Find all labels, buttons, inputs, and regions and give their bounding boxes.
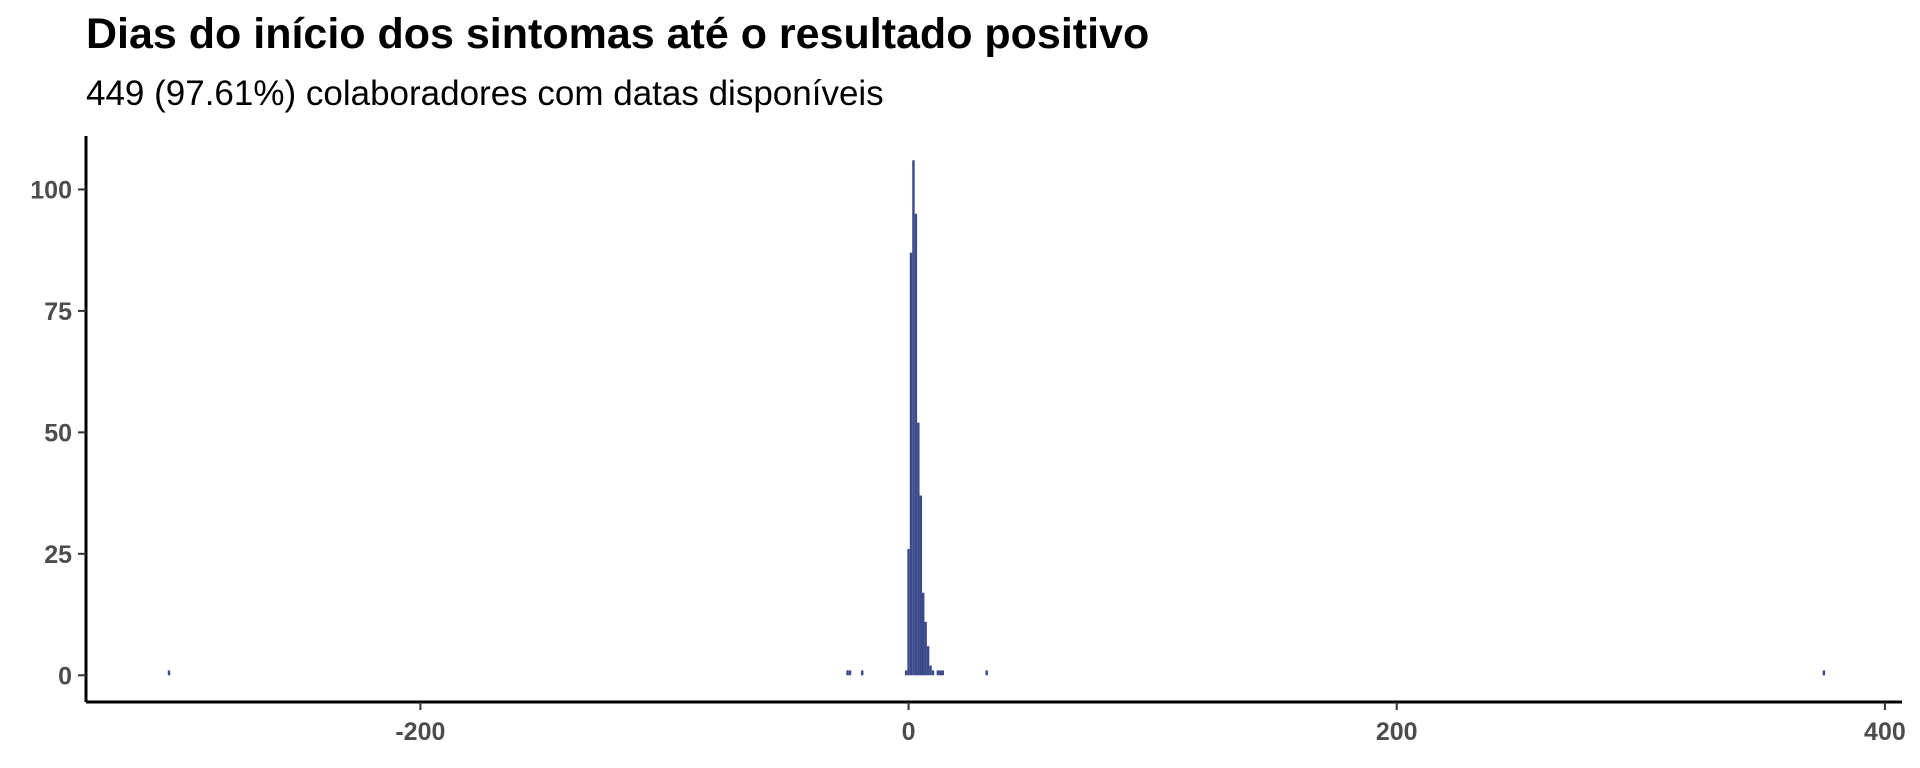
histogram-bar: [167, 670, 171, 676]
histogram-bar: [917, 422, 920, 676]
histogram-bar: [914, 213, 918, 676]
histogram-bar: [929, 665, 932, 676]
x-tick-label: 200: [1376, 718, 1418, 746]
y-axis: 0 25 50 75 100: [30, 136, 88, 702]
histogram-bar: [941, 670, 944, 676]
histogram-bar: [846, 670, 849, 676]
histogram-bar: [912, 160, 915, 676]
y-tick-label: 100: [30, 176, 72, 204]
histogram-bar: [907, 548, 910, 676]
histogram-bar: [921, 592, 925, 676]
chart-subtitle: 449 (97.61%) colaboradores com datas dis…: [86, 74, 884, 113]
histogram-bar: [936, 670, 940, 676]
histogram-bar: [931, 670, 935, 676]
x-tick-label: -200: [395, 718, 445, 746]
x-tick-label: 0: [902, 718, 916, 746]
bars-layer: [167, 160, 1826, 676]
histogram-bar: [1822, 670, 1826, 676]
y-tick-label: 0: [58, 662, 72, 690]
histogram-bar: [909, 252, 913, 676]
histogram-bar: [848, 670, 852, 676]
x-axis: -200 0 200 400: [86, 700, 1906, 746]
x-tick-label: 400: [1864, 718, 1906, 746]
histogram-bar: [985, 670, 988, 676]
y-tick-label: 50: [44, 419, 72, 447]
chart-title: Dias do início dos sintomas até o result…: [86, 10, 1150, 58]
histogram-bar: [919, 495, 922, 676]
histogram-bar: [904, 670, 908, 676]
y-tick-label: 25: [44, 541, 72, 569]
histogram-bar: [860, 670, 864, 676]
y-tick-label: 75: [44, 298, 72, 326]
histogram-bar: [926, 646, 930, 676]
histogram-bar: [924, 621, 927, 676]
histogram-bar: [939, 670, 942, 676]
